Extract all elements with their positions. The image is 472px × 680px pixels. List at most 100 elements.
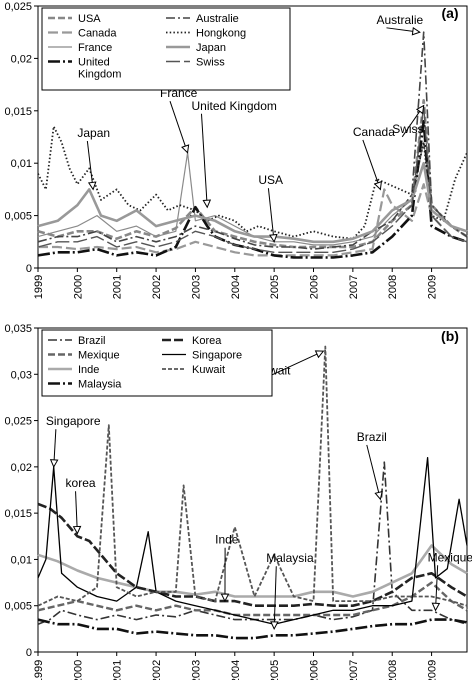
panel-b-chart: 0 0,005 0,01 0,015 0,02 0,025 0,03 0,035 1999 200… <box>4 323 472 680</box>
series-line-korea <box>37 502 468 608</box>
x-tick-label: 2009 <box>427 660 439 680</box>
plot-frame <box>37 327 468 653</box>
legend-label-japan: Japan <box>196 42 226 54</box>
y-tick-label: 0 <box>26 647 32 659</box>
legend-label-kuwait: Kuwait <box>192 364 225 376</box>
annotation-arrowhead <box>87 181 97 191</box>
legend-label-swiss: Swiss <box>196 57 225 69</box>
x-tick-label: 2005 <box>269 275 281 299</box>
x-tick-label: 1999 <box>33 660 45 680</box>
x-tick-label: 2004 <box>230 660 242 680</box>
series-line-kuwait <box>37 345 468 607</box>
legend-label-brazil: Brazil <box>78 335 106 347</box>
legend-box <box>41 329 273 397</box>
y-tick-label: 0,02 <box>11 462 32 474</box>
legend-label-singapore: Singapore <box>192 350 242 362</box>
annotation-arrow <box>267 188 275 242</box>
panel-tag: (b) <box>441 328 459 344</box>
annotation-arrow <box>264 350 324 379</box>
panel-a-chart: 0 0,005 0,01 0,015 0,02 0,025 1999 2000 2001 2002… <box>4 1 468 299</box>
annotation-arrowhead <box>269 233 278 243</box>
annotation-arrow <box>169 101 189 153</box>
annotation-arrow <box>435 565 439 611</box>
x-tick-label: 2009 <box>427 275 439 299</box>
annotation-brazil: Brazil <box>357 430 387 444</box>
x-tick-label: 2008 <box>387 275 399 299</box>
annotation-arrowhead <box>314 350 325 359</box>
x-tick-label: 2002 <box>151 275 163 299</box>
annotation-malaysia: Malaysia <box>266 551 314 565</box>
legend-label-korea: Korea <box>192 335 222 347</box>
annotation-arrowhead <box>49 459 59 468</box>
annotation-arrowhead <box>270 621 279 630</box>
x-tick-label: 2003 <box>190 275 202 299</box>
series-line-swiss <box>37 104 468 254</box>
series-line-hongkong <box>37 125 468 240</box>
annotation-arrowhead <box>415 104 425 115</box>
annotation-arrow <box>366 444 381 500</box>
annotation-singapore: Singapore <box>46 414 101 428</box>
series-line-malaysia <box>37 618 468 640</box>
annotation-canada: Canada <box>353 125 395 139</box>
annotation-arrowhead <box>374 490 383 501</box>
legend-label-australie: Australie <box>196 13 239 25</box>
x-tick-label: 2004 <box>230 275 242 299</box>
y-tick-label: 0,015 <box>4 106 32 118</box>
annotation-korea: korea <box>66 476 96 490</box>
y-tick-label: 0,02 <box>11 53 32 65</box>
annotation-arrowhead <box>181 144 190 154</box>
legend-label-mexique: Mexique <box>78 350 120 362</box>
x-tick-label: 2006 <box>309 275 321 299</box>
y-tick-label: 0,01 <box>11 158 32 170</box>
annotation-mexique: Mexique <box>428 550 472 564</box>
legend-label-united-kingdom: United Kingdom <box>78 57 121 81</box>
annotation-arrow <box>86 140 94 190</box>
annotation-arrowhead <box>202 199 212 209</box>
legend-label-malaysia: Malaysia <box>78 379 122 391</box>
annotation-arrowhead <box>411 26 421 36</box>
annotation-arrowhead <box>431 602 441 612</box>
legend-label-canada: Canada <box>78 28 117 40</box>
annotation-arrow <box>362 139 381 190</box>
panel-tag: (a) <box>441 5 458 21</box>
y-tick-label: 0,01 <box>11 554 32 566</box>
y-tick-label: 0,015 <box>4 508 32 520</box>
x-tick-label: 2005 <box>269 660 281 680</box>
annotation-usa: USA <box>258 173 283 187</box>
annotation-arrow <box>200 113 208 208</box>
x-tick-label: 2003 <box>190 660 202 680</box>
legend-label-inde: Inde <box>78 364 99 376</box>
y-tick-label: 0,035 <box>4 323 32 335</box>
legend-label-hongkong: Hongkong <box>196 28 246 40</box>
x-tick-label: 2002 <box>151 660 163 680</box>
x-tick-label: 2008 <box>387 660 399 680</box>
legend-label-usa: USA <box>78 13 101 25</box>
annotation-arrowhead <box>72 525 82 535</box>
x-tick-label: 2006 <box>309 660 321 680</box>
annotation-inde: Inde <box>215 533 239 547</box>
y-tick-label: 0,005 <box>4 601 32 613</box>
series-line-singapore <box>37 456 468 625</box>
y-tick-label: 0,03 <box>11 369 32 381</box>
y-tick-label: 0 <box>26 263 32 275</box>
annotation-arrow <box>273 566 277 629</box>
annotation-japan: Japan <box>77 126 110 140</box>
series-line-australie <box>37 31 468 250</box>
y-tick-label: 0,025 <box>4 1 32 13</box>
series-line-inde <box>37 544 468 598</box>
annotation-australie: Australie <box>376 13 423 27</box>
series-line-mexique <box>37 581 468 617</box>
legend-label-france: France <box>78 42 112 54</box>
x-tick-label: 2000 <box>72 660 84 680</box>
annotation-united-kingdom: United Kingdom <box>191 99 276 113</box>
x-tick-label: 2007 <box>348 660 360 680</box>
y-tick-label: 0,025 <box>4 416 32 428</box>
annotation-arrowhead <box>220 593 230 603</box>
x-tick-label: 2001 <box>112 275 124 299</box>
x-tick-label: 2001 <box>112 660 124 680</box>
x-tick-label: 1999 <box>33 275 45 299</box>
legend-box <box>41 7 291 91</box>
x-tick-label: 2000 <box>72 275 84 299</box>
x-tick-label: 2007 <box>348 275 360 299</box>
